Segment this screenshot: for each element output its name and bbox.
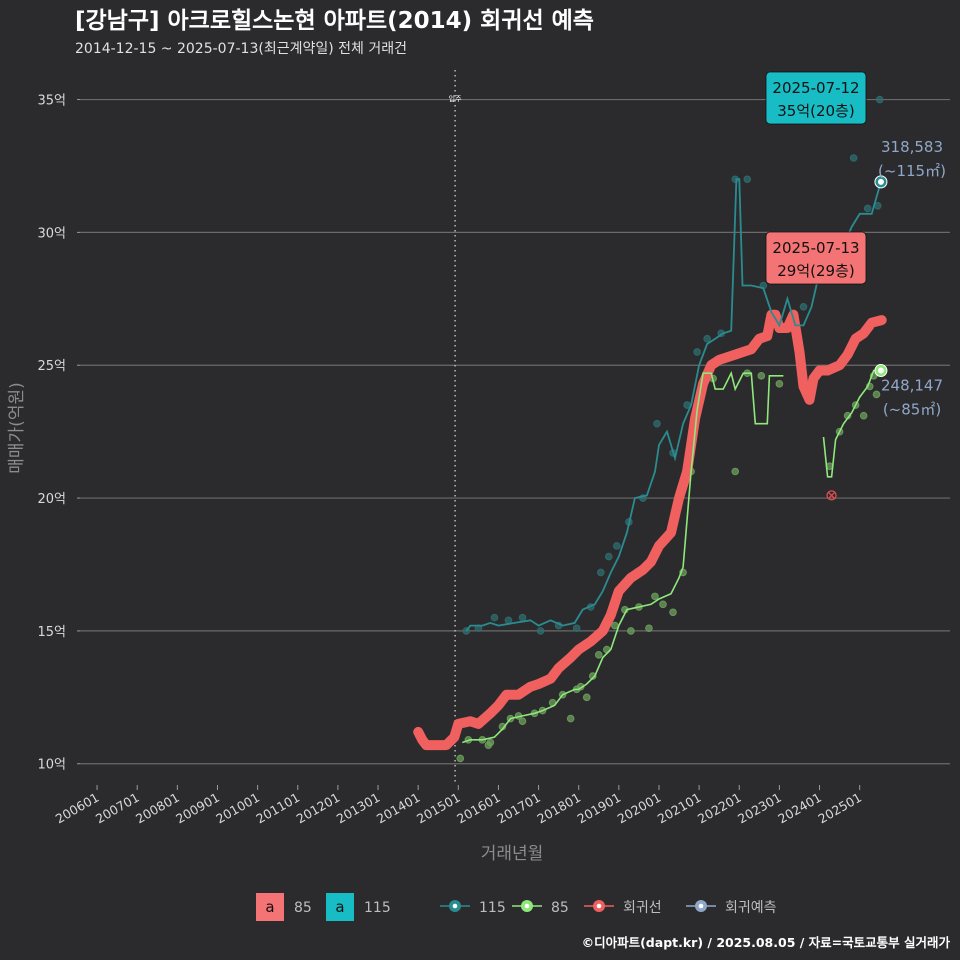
- scatter-point: [566, 714, 575, 723]
- y-tick-label: 25억: [37, 359, 66, 374]
- legend-label: 회귀예측: [725, 900, 777, 916]
- scatter-point: [582, 693, 591, 702]
- legend-label: 회귀선: [623, 900, 662, 916]
- scatter-point: [849, 154, 858, 162]
- legend-swatch-box: [256, 893, 284, 921]
- legend-label: 115: [479, 900, 506, 916]
- annotation-date: 2025-07-12: [772, 79, 859, 97]
- legend-marker-dot: [698, 903, 704, 909]
- legend-label: 85: [294, 900, 312, 916]
- scatter-point: [605, 552, 613, 561]
- regression-line: [413, 309, 887, 751]
- outlier-cross: [828, 491, 836, 499]
- y-tick-label: 20억: [37, 492, 66, 507]
- scatter-point: [490, 613, 499, 622]
- legend: a 85 a 115 115 85 회귀선 회귀예측: [256, 893, 777, 921]
- scatter-point: [456, 754, 465, 763]
- y-axis: 10억 15억 20억 25억 30억 35억: [37, 94, 80, 773]
- prediction-value-label: 248,147: [881, 377, 943, 395]
- scatter-point: [596, 568, 605, 577]
- legend-label: 85: [551, 900, 569, 916]
- chart-subtitle: 2014-12-15 ~ 2025-07-13(최근계약일) 전체 거래건: [75, 41, 407, 57]
- series-line-85: [822, 369, 881, 478]
- scatter-point: [872, 390, 881, 399]
- scatter-point: [518, 613, 527, 622]
- y-tick-label: 10억: [37, 758, 66, 773]
- legend-marker-dot: [596, 903, 602, 909]
- series-line-115: [465, 178, 882, 632]
- scatter-point: [504, 616, 513, 625]
- legend-marker-dot: [452, 903, 458, 909]
- scatter-point: [518, 717, 527, 726]
- scatter-point: [863, 204, 872, 213]
- scatter-point: [645, 624, 653, 633]
- scatter-point: [572, 624, 581, 633]
- annotation-text: 35억(20층): [777, 102, 854, 120]
- scatter-point: [653, 419, 661, 428]
- prediction-area-label: (~85㎡): [883, 401, 941, 419]
- scatter-point: [875, 95, 884, 104]
- caption: ©디아파트(dapt.kr) / 2025.08.05 / 자료=국토교통부 실…: [582, 935, 951, 950]
- legend-swatch-glyph: a: [335, 898, 344, 916]
- annotation-box: [765, 231, 867, 285]
- scatter-point: [757, 372, 766, 380]
- y-tick-label: 35억: [37, 94, 66, 109]
- scatter-point: [775, 380, 784, 388]
- outlier-marker: [826, 490, 837, 501]
- prediction-value-label: 318,583: [881, 138, 943, 156]
- annotation-box: [765, 71, 867, 125]
- scatter-point: [611, 621, 619, 630]
- scatter-point: [859, 411, 868, 420]
- endpoint-dot: [877, 367, 884, 374]
- y-axis-label: 매매가(억원): [7, 382, 27, 473]
- y-tick-label: 15억: [37, 625, 66, 640]
- endpoint-dot: [877, 178, 884, 185]
- scatter-point: [613, 542, 621, 550]
- scatter-point: [703, 334, 711, 343]
- scatter-point: [693, 348, 701, 356]
- scatter-point: [486, 738, 495, 747]
- scatter-point: [799, 302, 808, 311]
- legend-label: 115: [364, 900, 391, 916]
- scatter-point: [536, 627, 545, 635]
- legend-swatch-box: [326, 893, 354, 921]
- series-line-85: [462, 370, 784, 744]
- prediction-area-label: (~115㎡): [878, 162, 946, 180]
- scatter-point: [669, 608, 677, 617]
- scatter-point: [743, 175, 752, 184]
- scatter-point: [594, 651, 603, 659]
- series-lines: [413, 178, 887, 751]
- scatter-point: [651, 592, 659, 601]
- scatter-point: [588, 672, 597, 680]
- legend-marker-dot: [524, 903, 530, 909]
- annotation-date: 2025-07-13: [772, 239, 859, 257]
- move-in-label: 입주: [449, 95, 462, 103]
- legend-swatch-glyph: a: [265, 898, 274, 916]
- marks: 318,583 (~115㎡) 248,147 (~85㎡) 2025-07-12 35억…: [765, 71, 946, 501]
- chart-title: [강남구] 아크로힐스논현 아파트(2014) 회귀선 예측: [75, 8, 594, 34]
- scatter-point: [627, 627, 635, 635]
- scatter-point: [731, 467, 740, 476]
- annotation-text: 29억(29층): [777, 262, 854, 280]
- scatter-point: [659, 600, 667, 609]
- x-axis-label: 거래년월: [481, 844, 544, 864]
- y-tick-label: 30억: [37, 226, 66, 241]
